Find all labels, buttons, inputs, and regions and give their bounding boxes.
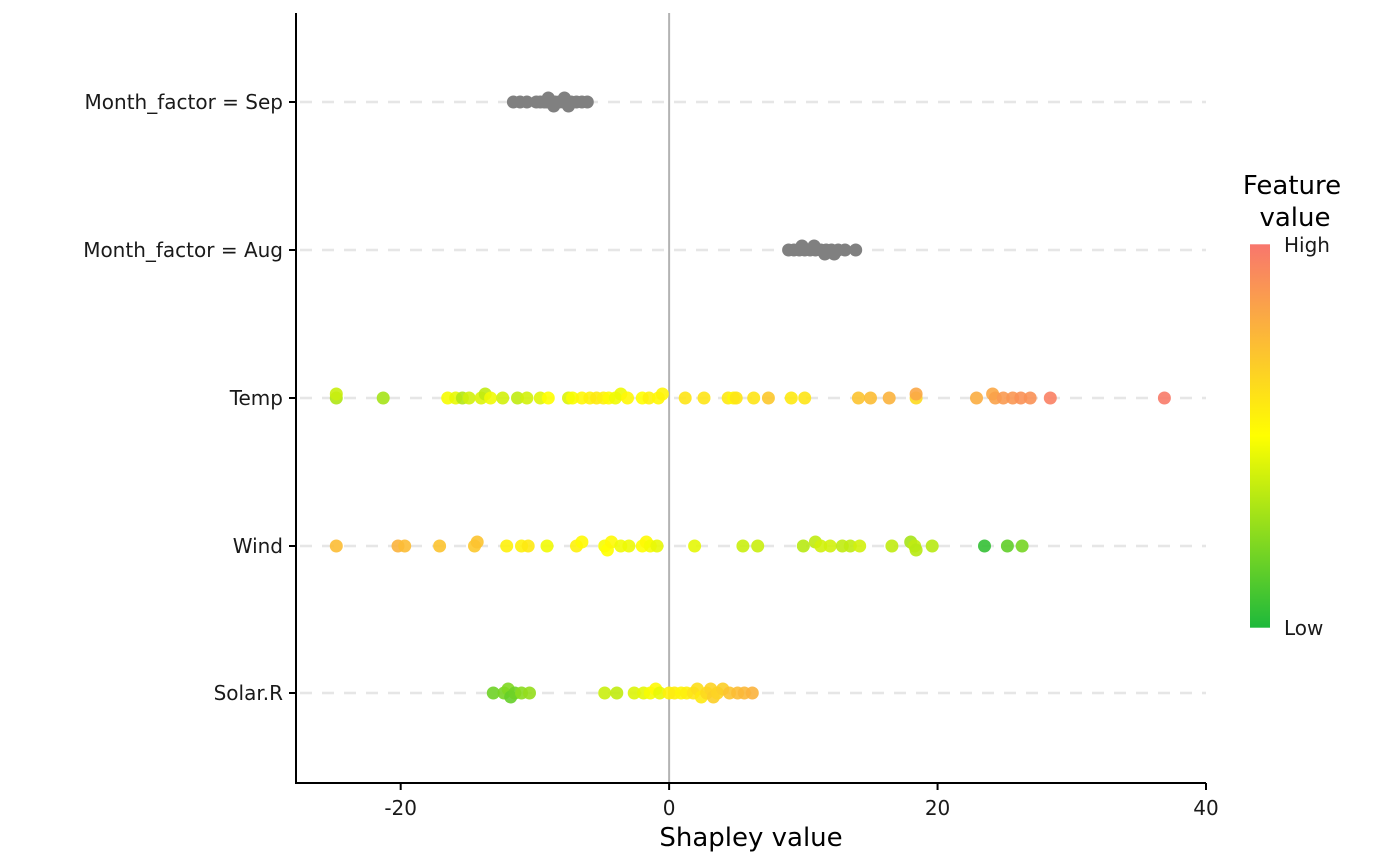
- data-point: [729, 391, 743, 405]
- data-point: [814, 539, 828, 553]
- data-point: [751, 539, 765, 553]
- data-point: [1000, 539, 1014, 553]
- data-point: [642, 391, 656, 405]
- data-point: [818, 247, 832, 261]
- data-point: [823, 539, 837, 553]
- data-point: [621, 391, 634, 405]
- data-point: [784, 391, 798, 405]
- data-point: [827, 247, 841, 261]
- data-point: [925, 539, 939, 553]
- data-point: [376, 391, 390, 405]
- data-point: [851, 391, 865, 405]
- x-axis-title: Shapley value: [659, 823, 842, 853]
- data-point: [745, 686, 759, 700]
- shap-points: [329, 91, 1171, 704]
- x-tick-label: 20: [925, 796, 950, 820]
- data-point: [547, 99, 561, 113]
- data-point: [1043, 391, 1057, 405]
- data-point: [697, 391, 711, 405]
- data-point: [678, 391, 692, 405]
- data-point: [736, 539, 750, 553]
- data-point: [970, 391, 983, 405]
- y-tick-label: Month_factor = Sep: [85, 90, 283, 114]
- y-axis-ticks: Month_factor = Sep Month_factor = Aug Temp…: [83, 90, 296, 705]
- data-point: [882, 391, 896, 405]
- data-point: [996, 391, 1010, 405]
- data-point: [795, 239, 809, 253]
- data-point: [610, 686, 624, 700]
- data-point: [655, 387, 669, 401]
- data-point: [849, 243, 863, 257]
- data-point: [864, 391, 877, 405]
- data-point: [433, 539, 447, 553]
- y-tick-label: Temp: [229, 386, 283, 410]
- data-point: [520, 95, 534, 109]
- x-tick-label: 0: [663, 796, 676, 820]
- data-point: [398, 539, 412, 553]
- data-point: [462, 391, 476, 405]
- y-tick-label: Month_factor = Aug: [83, 238, 283, 262]
- data-point: [650, 539, 664, 553]
- data-point: [1015, 539, 1029, 553]
- data-point: [909, 387, 923, 401]
- data-point: [653, 686, 667, 700]
- data-point: [838, 243, 852, 257]
- data-point: [1023, 391, 1037, 405]
- data-point: [796, 539, 810, 553]
- legend-title-line-2: value: [1259, 203, 1330, 233]
- data-point: [747, 391, 761, 405]
- legend-high-label: High: [1284, 233, 1330, 257]
- legend-title-line-1: Feature: [1243, 171, 1341, 201]
- data-point: [523, 686, 536, 700]
- data-point: [484, 391, 498, 405]
- x-axis-ticks: -20 0 20 40: [384, 783, 1219, 820]
- data-point: [521, 539, 535, 553]
- data-point: [622, 539, 636, 553]
- data-point: [688, 539, 702, 553]
- data-point: [843, 539, 857, 553]
- series-wind: [329, 535, 1029, 557]
- data-point: [978, 539, 991, 553]
- color-legend: Feature value High Low: [1243, 171, 1341, 640]
- y-tick-label: Wind: [233, 534, 283, 558]
- legend-gradient-bar: [1250, 244, 1270, 628]
- data-point: [500, 539, 514, 553]
- data-point: [562, 99, 575, 113]
- data-point: [1014, 391, 1028, 405]
- legend-low-label: Low: [1284, 616, 1323, 640]
- data-point: [798, 391, 812, 405]
- data-point: [885, 539, 899, 553]
- data-point: [575, 535, 589, 549]
- data-point: [598, 686, 612, 700]
- series-month-factor-aug: [782, 239, 863, 261]
- data-point: [511, 391, 524, 405]
- data-point: [496, 391, 510, 405]
- data-point: [329, 539, 343, 553]
- data-point: [627, 686, 641, 700]
- data-point: [853, 539, 867, 553]
- y-tick-label: Solar.R: [214, 681, 283, 705]
- x-tick-label: -20: [384, 796, 417, 820]
- series-solar-r: [486, 682, 759, 704]
- data-point: [761, 391, 775, 405]
- data-point: [807, 239, 821, 253]
- data-point: [520, 391, 534, 405]
- data-point: [486, 686, 500, 700]
- series-month-factor-sep: [506, 91, 594, 113]
- data-point: [566, 391, 579, 405]
- data-point: [470, 535, 484, 549]
- data-point: [580, 95, 594, 109]
- series-temp: [329, 387, 1171, 405]
- data-point: [540, 539, 554, 553]
- data-point: [1157, 391, 1171, 405]
- x-tick-label: 40: [1193, 796, 1218, 820]
- data-point: [909, 543, 923, 557]
- data-point: [329, 387, 343, 401]
- data-point: [541, 391, 555, 405]
